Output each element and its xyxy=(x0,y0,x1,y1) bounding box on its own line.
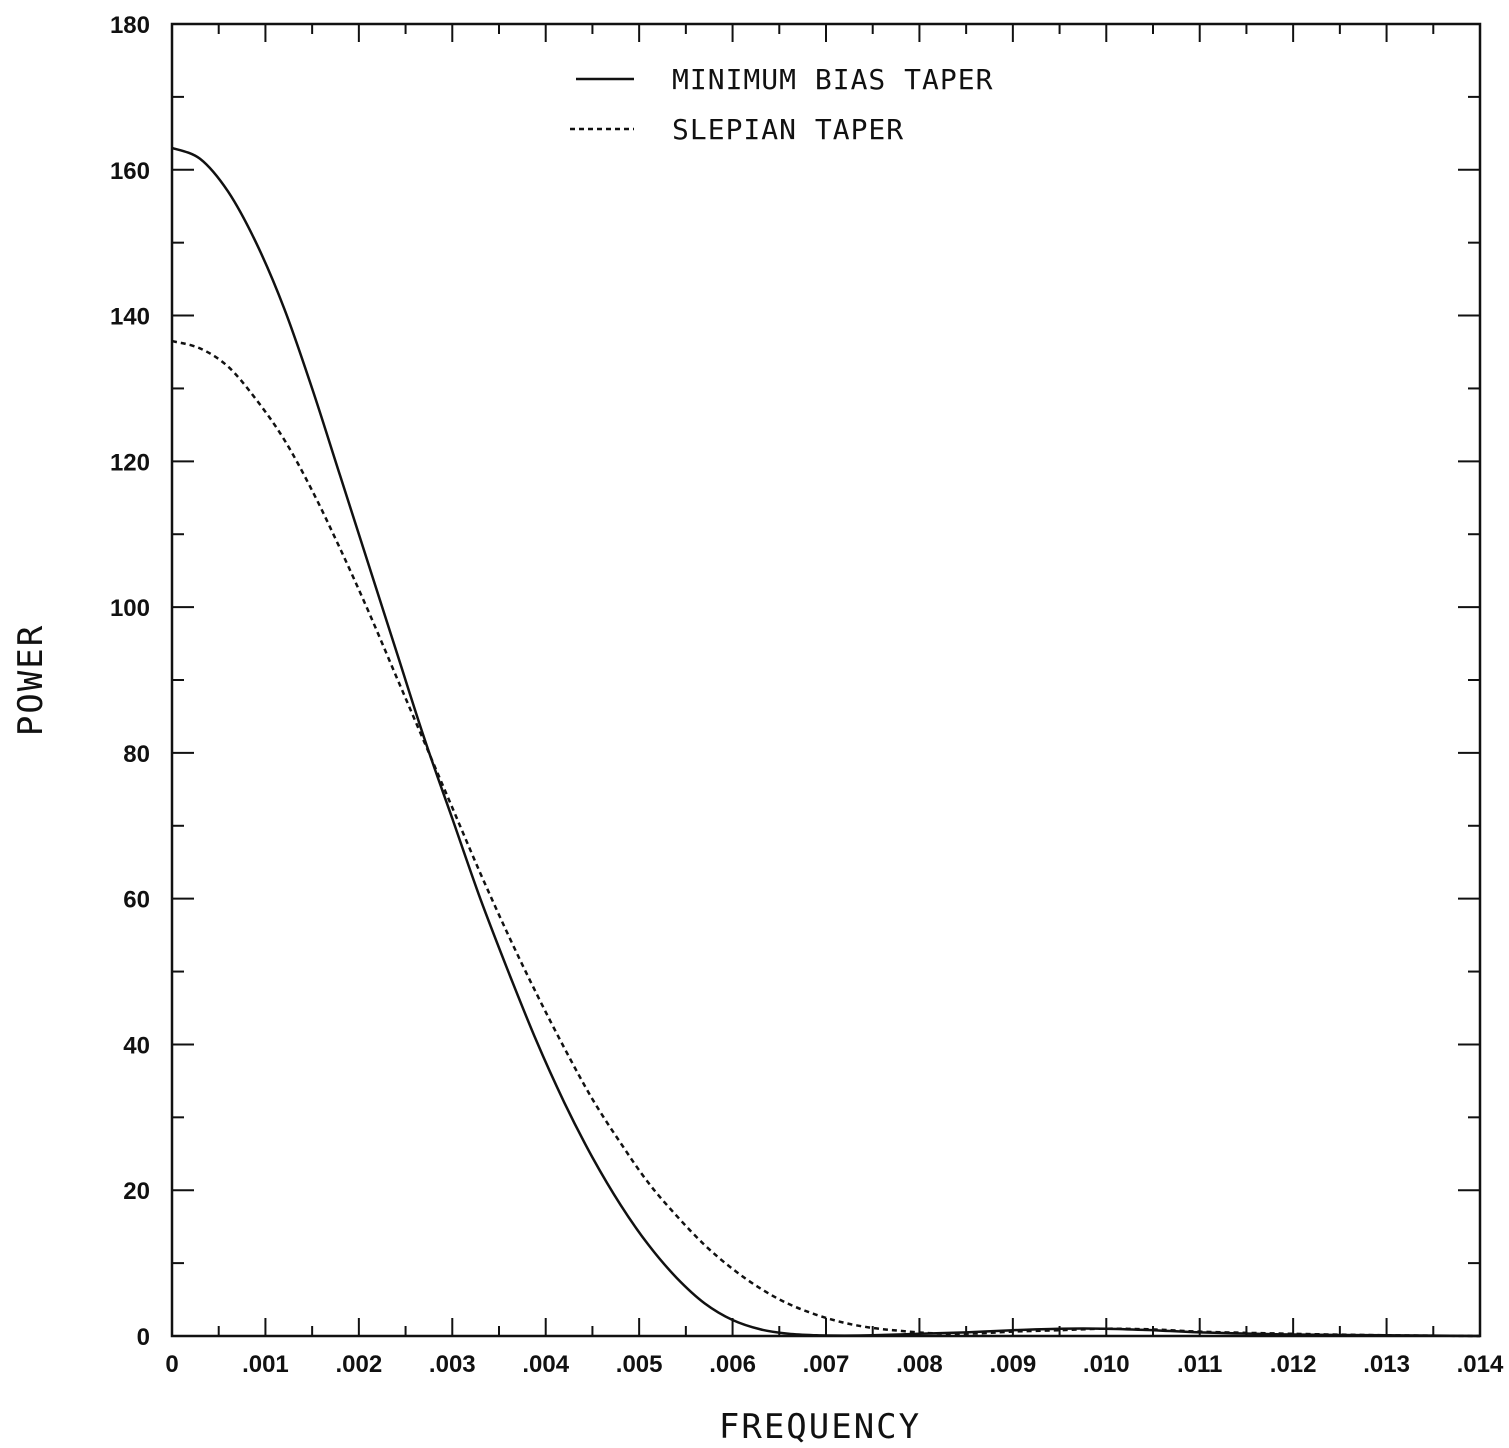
x-axis-title: FREQUENCY xyxy=(719,1407,921,1447)
y-tick-label: 60 xyxy=(123,887,150,914)
series-layer xyxy=(171,146,1481,1338)
series-line-minimum-bias-taper xyxy=(171,146,1481,1338)
x-tick-label: .004 xyxy=(522,1351,569,1378)
y-tick-label: 140 xyxy=(110,304,150,331)
y-tick-label: 40 xyxy=(123,1032,150,1059)
x-tick-label: .012 xyxy=(1270,1351,1317,1378)
y-tick-label: 160 xyxy=(110,158,150,185)
legend-label-slepian: SLEPIAN TAPER xyxy=(672,113,904,146)
x-tick-label: .005 xyxy=(616,1351,663,1378)
x-tick-label: 0 xyxy=(165,1351,178,1378)
y-tick-label: 80 xyxy=(123,741,150,768)
y-axis-tick-labels: 0 20 40 60 80 100 120 140 160 180 xyxy=(110,12,150,1351)
y-axis-title: POWER xyxy=(11,624,51,736)
x-tick-label: .011 xyxy=(1177,1351,1222,1378)
x-axis-tick-labels: 0 .001 .002 .003 .004 .005 .006 .007 .008 .009 .01… xyxy=(165,1351,1504,1378)
series-line-slepian-taper xyxy=(171,339,1481,1338)
x-tick-label: .001 xyxy=(242,1351,289,1378)
x-tick-label: .010 xyxy=(1083,1351,1130,1378)
x-tick-label: .013 xyxy=(1363,1351,1410,1378)
x-tick-label: .008 xyxy=(896,1351,943,1378)
plot-frame xyxy=(170,22,1482,1338)
x-tick-label: .002 xyxy=(335,1351,382,1378)
x-tick-label: .009 xyxy=(989,1351,1036,1378)
y-axis-ticks xyxy=(172,95,1480,1265)
legend: MINIMUM BIAS TAPER SLEPIAN TAPER xyxy=(570,63,993,146)
legend-label-minimum-bias: MINIMUM BIAS TAPER xyxy=(672,63,993,96)
y-tick-label: 180 xyxy=(110,12,150,39)
y-tick-label: 20 xyxy=(123,1178,150,1205)
x-tick-label: .007 xyxy=(803,1351,850,1378)
y-tick-label: 0 xyxy=(137,1324,150,1351)
x-tick-label: .006 xyxy=(709,1351,756,1378)
x-axis-ticks xyxy=(217,24,1435,1336)
y-tick-label: 120 xyxy=(110,449,150,476)
x-tick-label: .003 xyxy=(429,1351,476,1378)
x-tick-label: .014 xyxy=(1457,1351,1504,1378)
y-tick-label: 100 xyxy=(110,595,150,622)
